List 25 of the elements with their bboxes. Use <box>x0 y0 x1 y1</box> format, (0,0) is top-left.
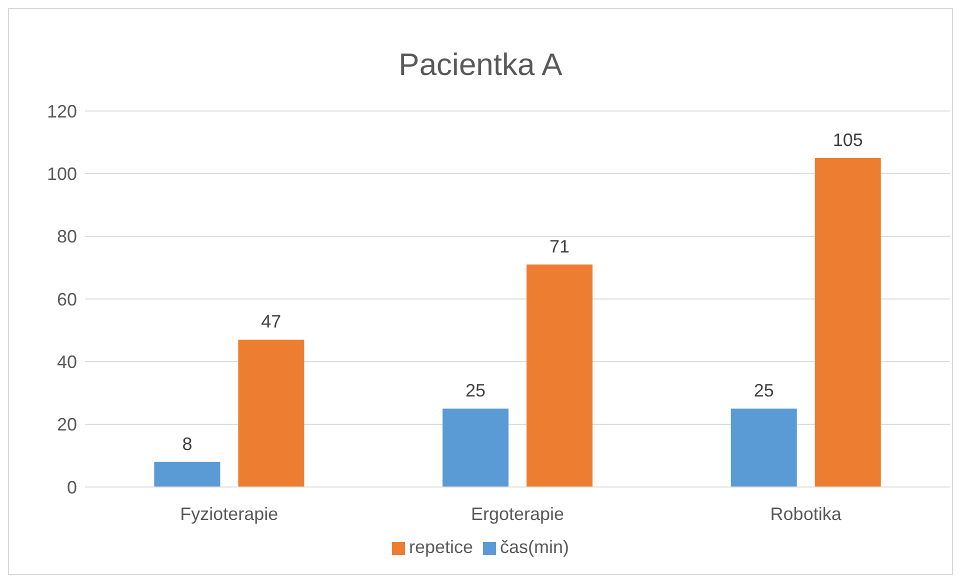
bar <box>526 264 593 487</box>
data-label: 71 <box>550 236 570 257</box>
bar <box>442 408 509 487</box>
bar <box>814 158 881 487</box>
data-label: 25 <box>754 380 774 401</box>
y-tick-label: 100 <box>46 164 77 184</box>
y-tick-label: 80 <box>56 226 77 247</box>
x-tick-label: Fyzioterapie <box>180 504 278 524</box>
data-label: 105 <box>832 130 863 150</box>
legend-label: repetice <box>408 537 474 557</box>
y-tick-label: 60 <box>56 289 77 310</box>
data-label: 8 <box>182 434 192 454</box>
y-tick-label: 0 <box>66 477 77 498</box>
bar <box>238 340 304 487</box>
bar <box>730 408 797 487</box>
y-tick-label: 20 <box>56 414 77 435</box>
data-label: 25 <box>466 380 486 401</box>
y-tick-label: 40 <box>56 352 77 372</box>
chart-title: Pacientka A <box>398 47 564 83</box>
legend-label: čas(min) <box>500 537 570 557</box>
y-tick-label: 120 <box>46 101 77 122</box>
data-label: 47 <box>261 312 282 332</box>
x-tick-label: Ergoterapie <box>470 504 564 524</box>
bar <box>154 462 220 487</box>
x-tick-label: Robotika <box>770 504 842 524</box>
